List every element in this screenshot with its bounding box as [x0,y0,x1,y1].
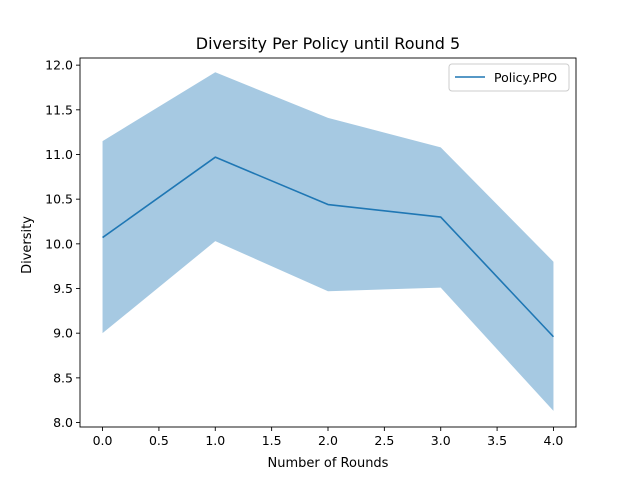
x-tick-label: 1.0 [205,433,225,448]
x-tick-label: 1.5 [262,433,282,448]
x-tick-label: 0.0 [93,433,113,448]
legend: Policy.PPO [448,63,570,92]
legend-label: Policy.PPO [494,70,557,85]
y-axis-label: Diversity [20,216,35,274]
y-tick-label: 11.0 [45,147,73,162]
x-tick-label: 2.0 [318,433,338,448]
chart-title: Diversity Per Policy until Round 5 [196,34,460,53]
x-tick-label: 3.5 [487,433,507,448]
x-tick-label: 3.0 [431,433,451,448]
y-tick-label: 11.5 [45,102,73,117]
x-tick-label: 4.0 [544,433,564,448]
y-tick-label: 8.5 [53,370,73,385]
y-tick-label: 12.0 [45,58,73,73]
y-tick-label: 8.0 [53,415,73,430]
y-tick-label: 9.5 [53,281,73,296]
plot-area: 0.0 0.5 1.0 1.5 2.0 2.5 3.0 3.5 4.0 8.0 8.5 9.0 9.5 1… [45,57,577,448]
y-tick-label: 9.0 [53,326,73,341]
legend-box [448,63,570,92]
x-axis-label: Number of Rounds [268,456,389,471]
y-tick-label: 10.5 [45,192,73,207]
y-tick-label: 10.0 [45,236,73,251]
x-tick-label: 0.5 [149,433,169,448]
x-tick-label: 2.5 [374,433,394,448]
